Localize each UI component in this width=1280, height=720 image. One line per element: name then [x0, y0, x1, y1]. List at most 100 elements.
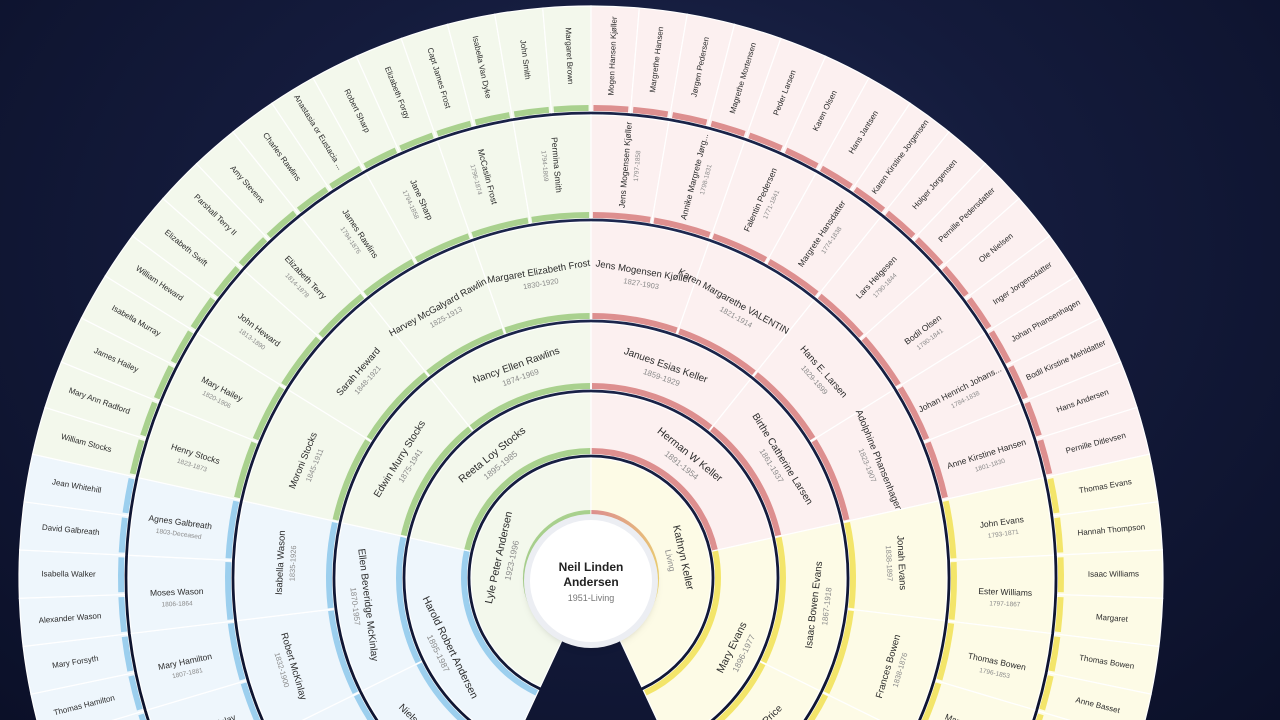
person-cell-ole-nielsen[interactable]: Ole Nielsen [939, 197, 1051, 300]
root-person-card[interactable]: Neil Linden Andersen 1951-Living [530, 520, 652, 642]
person-cell-mogen-hansen-kj-ller[interactable]: Mogen Hansen Kjøller [590, 5, 640, 114]
lineage-band [225, 500, 240, 559]
person-cell-david-galbreath[interactable]: David Galbreath [19, 501, 129, 556]
lineage-band [122, 478, 135, 514]
person-cell-james-hailey[interactable]: James Hailey [60, 317, 176, 403]
person-segment[interactable] [914, 679, 1036, 720]
person-cell-hans-andersen[interactable]: Hans Andersen [1022, 361, 1138, 440]
lineage-band [234, 441, 257, 499]
person-cell-margaret-clement[interactable]: Margaret Clement1800-1851 [914, 679, 1036, 720]
person-cell-isaac-williams[interactable]: Isaac Williams [1056, 549, 1164, 599]
person-cell-amy-stevens[interactable]: Amy Stevens [195, 131, 300, 241]
lineage-band [710, 426, 782, 537]
person-cell-elizabeth-swift[interactable]: Elizabeth Swift [131, 197, 243, 300]
person-cell-karen-olsen[interactable]: Karen Olsen [781, 55, 870, 171]
lineage-band [760, 536, 786, 664]
lineage-band [399, 132, 434, 152]
lineage-band [712, 233, 768, 263]
person-cell-elizabeth-forgy[interactable]: Elizabeth Forgy [355, 37, 437, 153]
person-cell-hans-jantsen[interactable]: Hans Jantsen [817, 77, 911, 192]
lineage-band [464, 448, 591, 551]
person-cell-anne-basset[interactable]: Anne Basset [1037, 672, 1152, 720]
root-person-dates: 1951-Living [567, 592, 615, 603]
person-cell-ester-williams[interactable]: Ester Williams 1797-1867 [947, 554, 1055, 635]
person-cell-johan-henrich-johans[interactable]: Johan Henrich Johans...1784-1838 [895, 332, 1021, 443]
lineage-band [823, 610, 854, 694]
lineage-band [748, 132, 783, 152]
person-cell-william-heward[interactable]: William Heward [104, 235, 218, 333]
person-cell-isabella-walker[interactable]: Isabella Walker [18, 549, 126, 599]
person-segment[interactable] [843, 500, 948, 622]
person-cell-pernille-ditlevsen[interactable]: Pernille Ditlevsen [1036, 406, 1151, 478]
lineage-band [966, 297, 992, 330]
person-cell-magrethe-mortensen[interactable]: Magrethe Mortensen [707, 23, 782, 139]
lineage-band [942, 266, 969, 297]
person-cell-hannah-thompson[interactable]: Hannah Thompson [1053, 501, 1163, 556]
lineage-band [281, 336, 321, 387]
lineage-band [592, 212, 651, 223]
lineage-band [353, 693, 375, 720]
person-name: Isabella Wason [274, 530, 288, 595]
lineage-band [227, 622, 246, 681]
person-cell-mary-forsyth[interactable]: Mary Forsyth [22, 633, 135, 695]
person-cell-moses-wason[interactable]: Moses Wason 1806-1864 [127, 554, 235, 635]
person-segment[interactable] [590, 457, 712, 688]
person-cell-isabella-wason[interactable]: Isabella Wason 1835-1926 [234, 500, 339, 622]
person-cell-thomas-evans[interactable]: Thomas Evans [1046, 453, 1159, 517]
person-cell-isabella-murray[interactable]: Isabella Murray [80, 275, 196, 367]
person-cell-annike-margrete-j-rg[interactable]: Annike Margrete Jørg...1798-1831 [650, 120, 746, 240]
person-segment[interactable] [470, 457, 592, 688]
lineage-band [129, 439, 145, 475]
person-cell-niels-peter-andersen[interactable]: Niels Peter Andersen1863-1941 [361, 660, 511, 720]
person-cell-margaret-brown[interactable]: Margaret Brown [542, 5, 592, 114]
lineage-band [471, 217, 529, 238]
person-cell-elizabeth-jane-price[interactable]: Elizabeth Jane Price1875-1953 [671, 660, 821, 720]
person-cell-robert-sharp[interactable]: Robert Sharp [312, 55, 401, 171]
person-segment[interactable] [1026, 710, 1139, 720]
person-cell-empty[interactable] [1026, 710, 1139, 720]
person-cell-j-rgen-pedersen[interactable]: Jørgen Pedersen [668, 13, 736, 127]
person-cell-john-smith[interactable]: John Smith [494, 7, 553, 119]
lineage-band [1048, 636, 1061, 672]
person-cell-john-evan-price[interactable]: John Evan Price1817-1878 [772, 691, 910, 720]
person-segment[interactable] [671, 660, 821, 720]
lineage-band [118, 517, 128, 553]
person-cell-margaret[interactable]: Margaret [1053, 593, 1164, 648]
person-cell-isabella-van-dyke[interactable]: Isabella Van Dyke [446, 13, 514, 127]
person-cell-thomas-hamilton[interactable]: Thomas Hamilton [30, 672, 145, 720]
